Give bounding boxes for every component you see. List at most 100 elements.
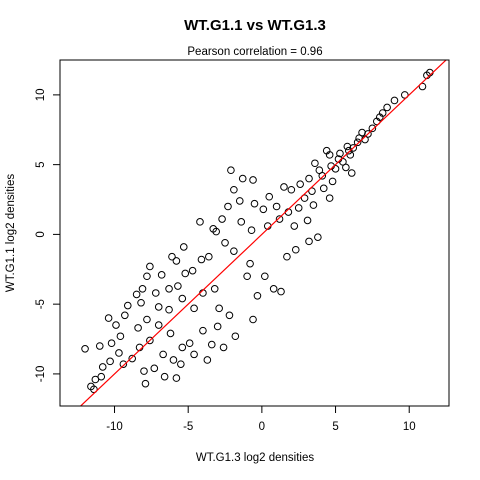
- data-point: [98, 363, 107, 371]
- data-point: [336, 149, 344, 158]
- data-point: [418, 82, 427, 91]
- data-point: [311, 159, 319, 168]
- data-point: [353, 138, 362, 147]
- data-point: [169, 356, 178, 364]
- data-point: [343, 142, 352, 151]
- data-point: [243, 272, 251, 281]
- data-point: [253, 291, 262, 300]
- data-point: [210, 285, 219, 293]
- data-point: [134, 324, 142, 332]
- data-point: [205, 252, 213, 261]
- data-point: [151, 289, 160, 297]
- data-point: [165, 305, 173, 314]
- data-point: [390, 96, 399, 105]
- data-point: [355, 134, 363, 142]
- data-point: [213, 322, 222, 331]
- data-point: [159, 350, 167, 359]
- data-point: [178, 343, 187, 352]
- y-tick-label: 10: [35, 88, 47, 101]
- points-layer: [81, 68, 434, 394]
- data-point: [185, 339, 194, 348]
- data-point: [160, 372, 169, 381]
- data-point: [272, 202, 281, 211]
- data-point: [172, 257, 181, 265]
- y-tick-label: 0: [35, 231, 47, 237]
- data-point: [249, 315, 257, 324]
- data-point: [112, 321, 120, 329]
- data-point: [224, 202, 232, 211]
- data-point: [287, 185, 296, 194]
- data-point: [318, 172, 327, 180]
- data-point: [181, 269, 190, 278]
- data-point: [247, 226, 256, 235]
- data-point: [296, 180, 304, 188]
- data-point: [373, 117, 381, 126]
- data-point: [227, 166, 235, 175]
- x-tick-label: 0: [259, 421, 265, 433]
- y-axis-label: WT.G1.1 log2 densities: [5, 174, 17, 293]
- x-tick-label: -5: [183, 421, 193, 433]
- data-point: [123, 301, 132, 310]
- data-point: [294, 204, 303, 212]
- data-point: [150, 364, 159, 373]
- x-tick-label: 10: [403, 421, 416, 433]
- data-point: [132, 290, 141, 299]
- y-axis: -10 -5 0 5 10: [35, 88, 60, 382]
- data-point: [196, 218, 204, 226]
- data-point: [308, 187, 316, 195]
- data-point: [215, 304, 223, 313]
- data-point: [115, 349, 123, 357]
- data-point: [275, 215, 284, 223]
- data-point: [178, 294, 187, 303]
- data-point: [300, 194, 309, 202]
- data-point: [230, 247, 238, 255]
- data-point: [249, 176, 257, 184]
- data-point: [81, 345, 89, 353]
- data-point: [168, 252, 176, 261]
- data-point: [325, 194, 334, 202]
- data-point: [280, 183, 288, 191]
- data-point: [177, 360, 185, 368]
- data-point: [91, 375, 100, 384]
- data-point: [207, 340, 216, 349]
- y-tick-label: -5: [35, 299, 47, 309]
- data-point: [346, 151, 355, 159]
- data-point: [209, 225, 218, 233]
- data-point: [146, 262, 154, 271]
- data-point: [250, 199, 259, 208]
- data-point: [401, 91, 409, 99]
- data-point: [368, 124, 377, 133]
- data-point: [179, 243, 188, 251]
- data-point: [166, 329, 175, 338]
- y-tick-label: -10: [35, 366, 47, 383]
- data-point: [230, 185, 238, 194]
- data-point: [269, 285, 278, 293]
- data-point: [106, 357, 114, 366]
- data-point: [305, 174, 313, 183]
- data-point: [342, 163, 350, 172]
- plot-frame: [59, 59, 450, 407]
- data-point: [143, 272, 151, 281]
- data-point: [203, 356, 212, 364]
- data-point: [137, 298, 145, 307]
- data-point: [90, 385, 98, 394]
- data-point: [154, 321, 163, 329]
- data-point: [305, 237, 313, 246]
- data-point: [154, 303, 163, 311]
- x-tick-label: -10: [106, 421, 123, 433]
- data-point: [303, 216, 312, 225]
- data-point: [116, 332, 125, 341]
- data-point: [197, 255, 206, 264]
- data-point: [174, 282, 182, 290]
- chart-subtitle: Pearson correlation = 0.96: [187, 46, 322, 58]
- data-point: [319, 184, 328, 193]
- data-point: [141, 379, 150, 388]
- data-point: [246, 259, 254, 268]
- data-point: [345, 146, 353, 155]
- data-point: [383, 103, 391, 112]
- data-point: [188, 266, 197, 275]
- data-point: [347, 169, 356, 177]
- data-point: [219, 343, 228, 352]
- data-point: [165, 285, 173, 293]
